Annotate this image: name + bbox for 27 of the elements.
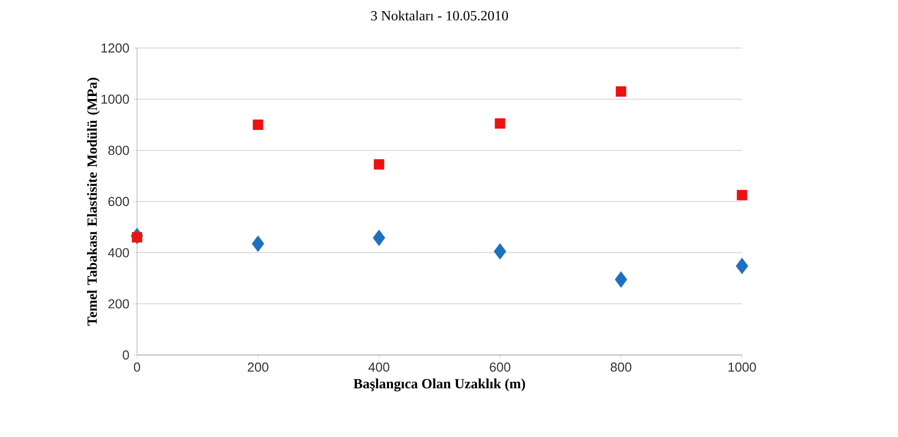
point (494, 243, 506, 260)
chart-title: 3 Noktaları - 10.05.2010 (371, 10, 508, 21)
y-tick-label: 400 (108, 248, 129, 258)
point (614, 271, 628, 288)
point (132, 232, 142, 243)
point (616, 86, 626, 97)
point (252, 120, 264, 130)
point (374, 159, 384, 170)
y-tick-label: 600 (108, 196, 129, 206)
x-tick-label: 800 (610, 362, 632, 372)
y-axis-title: Temel Tabakası Elastisite Modülü (MPa) (87, 78, 100, 326)
x-tick-label: 1000 (728, 362, 756, 372)
y-tick-label: 1000 (102, 94, 129, 104)
y-tick-label: 800 (108, 146, 129, 155)
point (372, 230, 386, 246)
point (736, 190, 748, 200)
point (494, 118, 506, 129)
y-tick-label: 200 (108, 299, 129, 308)
point (252, 236, 264, 252)
point (736, 258, 748, 274)
x-axis-title: Başlangıca Olan Uzaklık (m) (354, 378, 526, 392)
x-tick-label: 0 (134, 362, 140, 372)
x-tick-label: 400 (368, 362, 390, 372)
y-tick-label: 0 (122, 350, 129, 360)
x-tick-label: 600 (490, 362, 510, 372)
y-tick-label: 1200 (102, 43, 129, 53)
x-tick-label: 200 (248, 362, 268, 372)
